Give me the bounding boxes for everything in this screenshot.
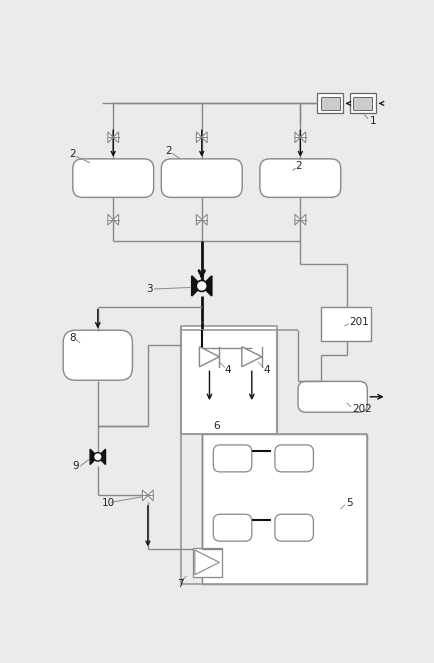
Text: 2: 2 <box>69 149 76 159</box>
FancyBboxPatch shape <box>213 514 251 541</box>
Text: 7: 7 <box>177 579 183 589</box>
Text: 2: 2 <box>295 161 302 171</box>
Polygon shape <box>98 449 105 465</box>
Polygon shape <box>299 132 305 143</box>
Polygon shape <box>191 276 201 296</box>
Bar <box>353 97 371 109</box>
Polygon shape <box>201 276 211 296</box>
Bar <box>201 434 366 584</box>
Polygon shape <box>196 132 201 143</box>
Polygon shape <box>201 214 207 225</box>
Polygon shape <box>199 347 219 367</box>
Bar <box>320 307 370 341</box>
Bar <box>316 93 343 113</box>
FancyBboxPatch shape <box>274 445 312 472</box>
Polygon shape <box>108 214 113 225</box>
Polygon shape <box>201 132 207 143</box>
Bar <box>192 548 221 577</box>
Text: 8: 8 <box>69 333 76 343</box>
Circle shape <box>196 280 207 292</box>
Text: 9: 9 <box>72 461 79 471</box>
FancyBboxPatch shape <box>259 159 340 198</box>
Polygon shape <box>142 490 148 501</box>
Text: 5: 5 <box>346 498 352 508</box>
Bar <box>349 93 375 113</box>
Text: 2: 2 <box>164 146 171 156</box>
FancyBboxPatch shape <box>161 159 242 198</box>
Text: 6: 6 <box>213 421 220 431</box>
Text: 4: 4 <box>224 365 231 375</box>
Text: 10: 10 <box>102 498 115 508</box>
FancyBboxPatch shape <box>72 159 153 198</box>
Polygon shape <box>108 132 113 143</box>
Text: 3: 3 <box>146 284 153 294</box>
Polygon shape <box>113 132 118 143</box>
Text: 4: 4 <box>263 365 270 375</box>
Bar <box>181 326 276 434</box>
Text: 201: 201 <box>349 317 368 327</box>
FancyBboxPatch shape <box>63 330 132 381</box>
Bar <box>320 97 339 109</box>
Polygon shape <box>241 347 261 367</box>
FancyBboxPatch shape <box>274 514 312 541</box>
Polygon shape <box>90 449 98 465</box>
FancyBboxPatch shape <box>213 445 251 472</box>
Polygon shape <box>196 214 201 225</box>
Circle shape <box>93 453 102 461</box>
Polygon shape <box>294 214 299 225</box>
FancyBboxPatch shape <box>297 381 366 412</box>
Polygon shape <box>194 550 219 575</box>
Polygon shape <box>294 132 299 143</box>
Polygon shape <box>113 214 118 225</box>
Text: 1: 1 <box>369 116 375 126</box>
Text: 202: 202 <box>351 404 371 414</box>
Polygon shape <box>299 214 305 225</box>
Polygon shape <box>148 490 153 501</box>
